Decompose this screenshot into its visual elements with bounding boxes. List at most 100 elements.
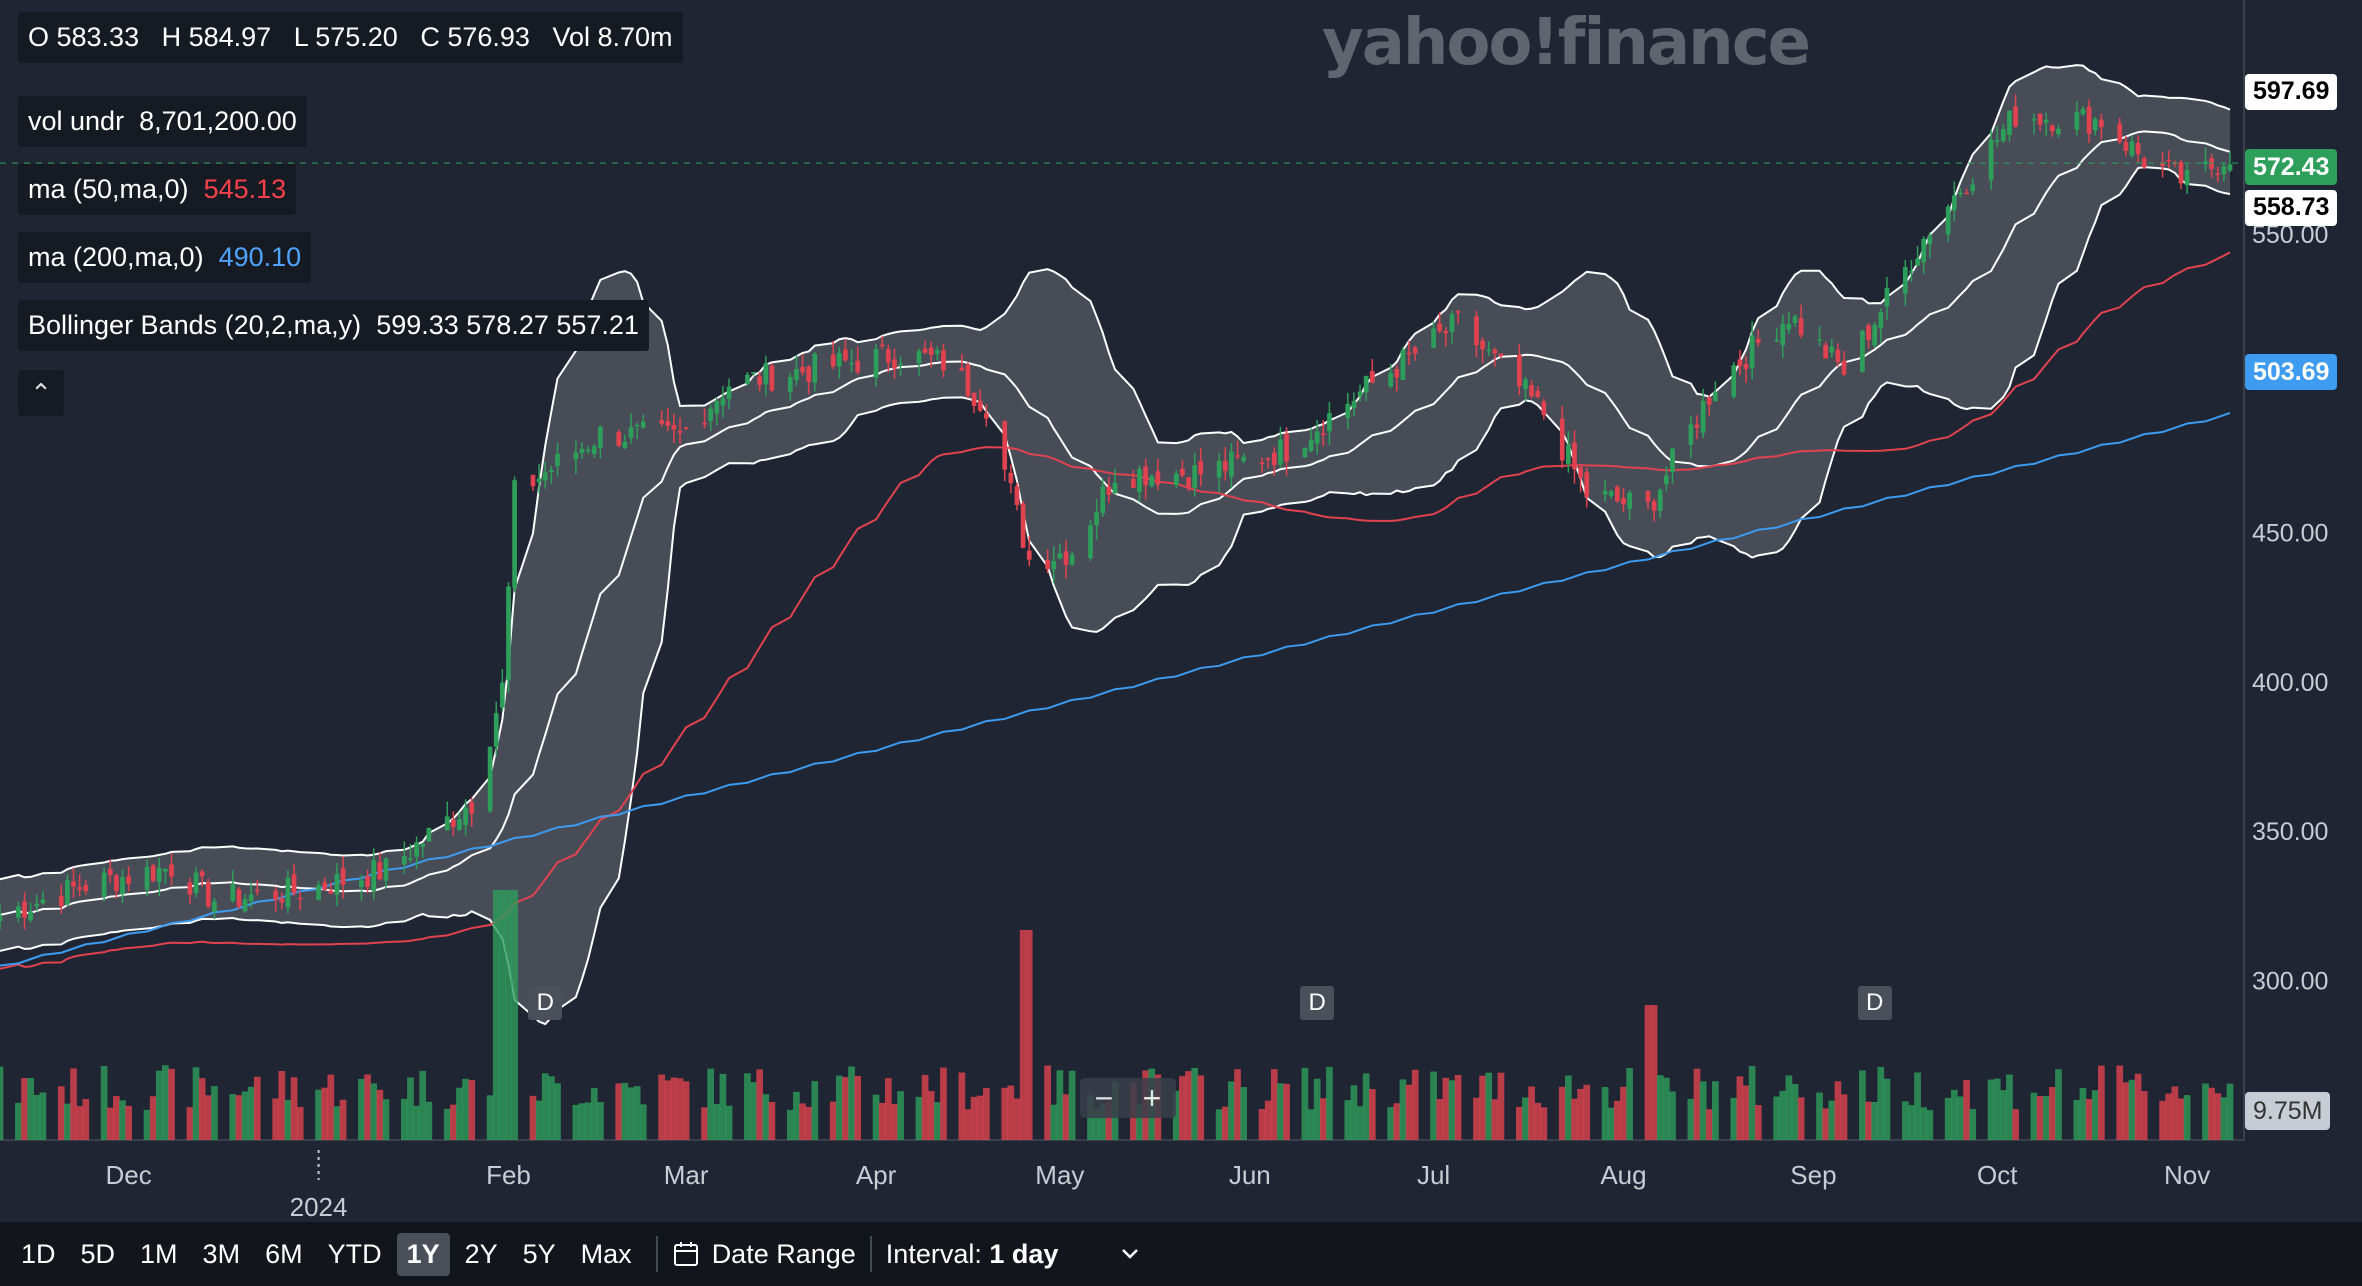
candle-body (2000, 129, 2006, 142)
candle-body (1394, 369, 1400, 378)
range-1y-button[interactable]: 1Y (396, 1232, 450, 1276)
volume-bar (964, 1109, 972, 1140)
volume-bar (1626, 1068, 1633, 1140)
volume-bar (597, 1102, 604, 1140)
price-chart[interactable]: 300.00350.00400.00450.00550.00Dec2024Feb… (0, 0, 2362, 1222)
volume-bar (1234, 1069, 1241, 1140)
volume-bar (419, 1070, 427, 1140)
volume-bar (462, 1078, 469, 1140)
candle-body (1094, 512, 1099, 526)
range-6m-button[interactable]: 6M (265, 1238, 303, 1269)
zoom-control[interactable]: − + (1080, 1078, 1176, 1118)
range-ytd-button[interactable]: YTD (327, 1238, 382, 1269)
candle-body (2215, 173, 2221, 175)
candle-body (359, 880, 364, 888)
candle-body (1584, 472, 1590, 498)
bollinger-legend[interactable]: Bollinger Bands (20,2,ma,y) 599.33 578.2… (18, 300, 649, 351)
volume-bar (829, 1101, 837, 1140)
ma200-legend[interactable]: ma (200,ma,0) 490.10 (18, 232, 312, 283)
volume-bar (1828, 1100, 1836, 1140)
volume-bar (701, 1107, 708, 1140)
candle-body (1670, 448, 1675, 473)
volume-bar (2091, 1090, 2099, 1140)
candle-body (898, 363, 903, 366)
candle-body (77, 887, 82, 890)
volume-bar (1099, 1103, 1107, 1140)
interval-select[interactable]: Interval: 1 day (886, 1239, 1143, 1270)
vol-undr-legend[interactable]: vol undr 8,701,200.00 (18, 96, 307, 147)
candle-body (2074, 112, 2080, 130)
volume-value: Vol 8.70m (552, 22, 673, 52)
candle-body (1363, 375, 1369, 393)
volume-bar (1393, 1103, 1401, 1140)
ma200-value: 490.10 (218, 242, 302, 272)
volume-bar (2042, 1096, 2050, 1140)
candle-body (959, 367, 965, 371)
x-tick-label: 2024 (290, 1192, 348, 1222)
candle-body (1915, 258, 1920, 266)
range-5y-button[interactable]: 5Y (522, 1238, 556, 1269)
range-2y-button[interactable]: 2Y (464, 1238, 498, 1269)
chart-area[interactable]: 300.00 350.00 400.00 450.00 550.00 Dec 2024 Feb… (0, 0, 2362, 1222)
volume-bar (1362, 1073, 1370, 1140)
candle-body (1345, 403, 1351, 419)
candle-body (34, 903, 40, 907)
candle-body (745, 374, 750, 384)
volume-bar (1883, 1078, 1891, 1140)
zoom-out-button[interactable]: − (1094, 1079, 1114, 1116)
volume-bar (400, 1098, 408, 1140)
dividend-marker[interactable]: D (1857, 986, 1892, 1020)
candle-body (1186, 477, 1191, 488)
toolbar-divider (869, 1236, 872, 1272)
range-5d-button[interactable]: 5D (80, 1238, 116, 1269)
range-3m-button[interactable]: 3M (202, 1238, 241, 1269)
range-1d-button[interactable]: 1D (21, 1238, 56, 1269)
ma50-legend[interactable]: ma (50,ma,0) 545.13 (18, 164, 297, 215)
volume-bar (1705, 1109, 1713, 1140)
volume-bar (1326, 1066, 1333, 1140)
candle-body (1731, 365, 1737, 397)
volume-bar (639, 1104, 647, 1140)
date-range-button[interactable]: Date Range (672, 1239, 856, 1270)
price-badge: 503.69 (2245, 354, 2338, 391)
volume-bar (744, 1073, 751, 1140)
candle-body (1406, 352, 1412, 355)
volume-bar (1663, 1077, 1670, 1140)
candle-body (506, 586, 511, 681)
volume-bar (1093, 1109, 1100, 1140)
candle-body (2129, 141, 2135, 156)
candle-body (1780, 323, 1786, 346)
interval-label: Interval: (885, 1238, 982, 1269)
candle-body (500, 682, 505, 708)
zoom-in-button[interactable]: + (1142, 1079, 1162, 1116)
dividend-marker[interactable]: D (528, 986, 563, 1020)
candle-body (371, 860, 377, 891)
range-max-button[interactable]: Max (580, 1238, 632, 1269)
x-tick-label: Jun (1229, 1160, 1271, 1190)
candle-body (1051, 560, 1057, 570)
volume-bar (1221, 1106, 1229, 1140)
volume-bar (1791, 1084, 1799, 1140)
dividend-marker[interactable]: D (1300, 986, 1335, 1020)
candle-body (659, 420, 664, 424)
volume-bar (707, 1068, 715, 1140)
volume-bar (1877, 1066, 1885, 1140)
x-tick-label: Apr (856, 1160, 897, 1190)
candle-body (1431, 328, 1436, 348)
volume-bar (204, 1095, 212, 1140)
volume-bar (891, 1103, 898, 1140)
candle-body (199, 871, 205, 877)
volume-bar (1699, 1081, 1707, 1140)
volume-bar (1491, 1099, 1499, 1140)
volume-bar (2220, 1097, 2228, 1140)
volume-bar (358, 1078, 365, 1140)
volume-bar (100, 1066, 108, 1140)
ma50-label: ma (50,ma,0) (28, 174, 189, 204)
candle-body (1970, 184, 1976, 192)
candle-body (248, 894, 254, 902)
candle-body (328, 890, 334, 894)
candle-body (420, 843, 426, 847)
chevron-up-icon[interactable]: ⌃ (18, 370, 64, 416)
candle-body (0, 915, 3, 922)
range-1m-button[interactable]: 1M (140, 1238, 178, 1269)
